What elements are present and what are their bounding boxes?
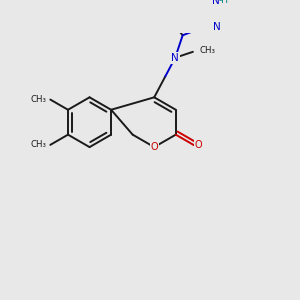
Text: O: O bbox=[150, 142, 158, 152]
Text: N: N bbox=[171, 53, 179, 63]
Text: O: O bbox=[195, 140, 203, 150]
Text: CH₃: CH₃ bbox=[31, 140, 47, 149]
Text: CH₃: CH₃ bbox=[31, 95, 47, 104]
Text: CH₃: CH₃ bbox=[199, 46, 215, 55]
Text: N: N bbox=[213, 22, 221, 32]
Text: -H: -H bbox=[219, 0, 229, 5]
Text: N: N bbox=[212, 0, 220, 6]
